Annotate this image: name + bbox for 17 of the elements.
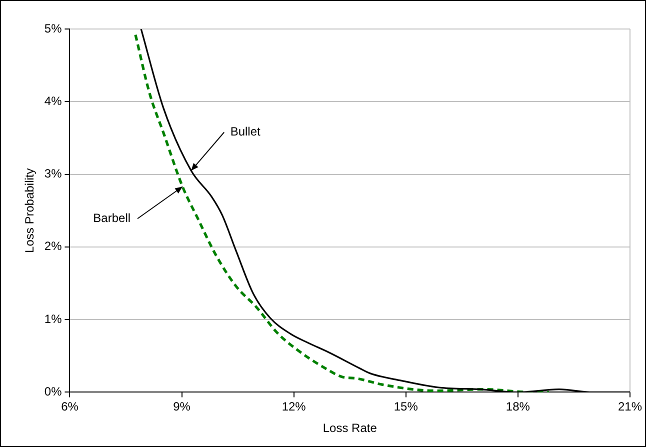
y-tick-label: 1% — [44, 312, 62, 326]
y-axis-title: Loss Probability — [22, 168, 37, 253]
y-tick-label: 4% — [44, 94, 62, 108]
y-tick-label: 3% — [44, 166, 62, 181]
x-tick-label: 15% — [394, 400, 418, 414]
x-tick-label: 6% — [61, 400, 79, 414]
y-tick-label: 0% — [44, 384, 62, 399]
annotation: Barbell — [93, 210, 131, 225]
line-series — [134, 34, 550, 392]
y-tick-label: 2% — [44, 239, 62, 254]
x-tick-label: 12% — [282, 400, 306, 414]
annotation: Bullet — [230, 124, 262, 139]
x-tick-label: 9% — [173, 400, 191, 414]
x-tick-label: 18% — [506, 400, 530, 414]
x-axis-title: Loss Rate — [322, 421, 378, 436]
x-tick-label: 21% — [618, 400, 642, 414]
y-tick-label: 5% — [44, 21, 62, 36]
